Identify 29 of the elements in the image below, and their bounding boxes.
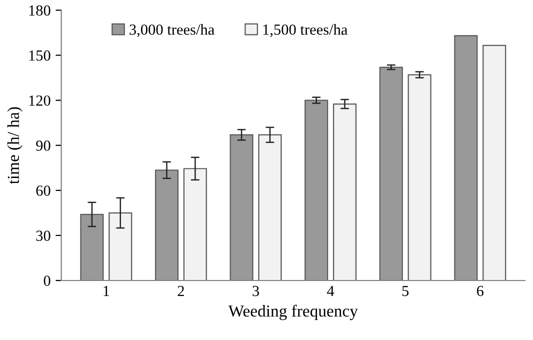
bar	[454, 35, 478, 280]
x-tick-label: 2	[178, 286, 184, 296]
legend-label: 1,500 trees/ha	[263, 24, 348, 37]
y-tick-label: 60	[36, 186, 50, 196]
x-tick-label: 1	[104, 286, 110, 296]
bar	[304, 100, 328, 280]
x-tick-label: 4	[327, 286, 334, 296]
bar	[108, 212, 132, 280]
y-tick-label: 180	[29, 5, 50, 16]
y-tick-label: 150	[29, 50, 50, 61]
bar	[154, 170, 179, 280]
x-tick-label: 3	[252, 286, 259, 296]
bar	[332, 104, 357, 280]
x-axis-title: Weeding frequency	[228, 304, 358, 320]
y-axis-title: time (h/ ha)	[7, 107, 22, 184]
y-tick-label: 90	[36, 140, 50, 151]
bar	[183, 168, 207, 280]
bar	[379, 66, 403, 280]
y-tick-label: 120	[29, 95, 50, 106]
y-tick-label: 0	[44, 276, 50, 286]
bar	[408, 74, 432, 280]
bar	[80, 214, 104, 280]
x-tick-label: 6	[476, 286, 484, 296]
bar	[482, 44, 506, 280]
y-tick-label: 30	[36, 230, 50, 241]
legend-label: 3,000 trees/ha	[130, 24, 214, 37]
bar	[258, 134, 282, 280]
bar	[230, 134, 254, 280]
x-tick-label: 5	[402, 286, 409, 296]
